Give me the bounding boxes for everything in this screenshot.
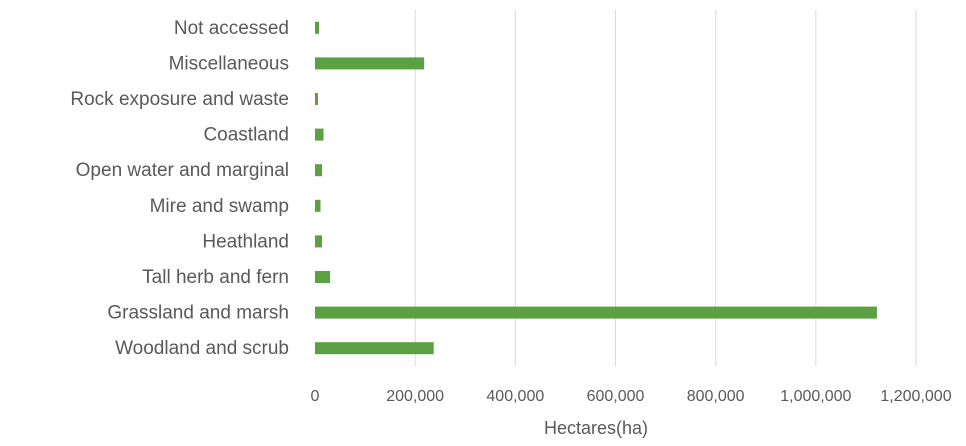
bar <box>315 164 323 177</box>
category-label: Heathland <box>202 231 289 252</box>
category-label: Mire and swamp <box>150 196 289 217</box>
x-tick-label: 600,000 <box>587 388 645 405</box>
category-label: Miscellaneous <box>169 53 289 74</box>
bar <box>315 199 321 212</box>
category-label: Tall herb and fern <box>142 267 289 288</box>
bars <box>315 21 877 355</box>
x-axis-title: Hectares(ha) <box>544 418 648 438</box>
x-tick-label: 800,000 <box>687 388 745 405</box>
category-label: Open water and marginal <box>76 160 289 181</box>
bar <box>315 342 434 355</box>
bar <box>315 57 425 70</box>
bar <box>315 93 319 105</box>
category-label: Woodland and scrub <box>115 338 289 359</box>
x-tick-label: 200,000 <box>386 388 444 405</box>
x-tick-label: 0 <box>311 388 320 405</box>
x-tick-label: 1,200,000 <box>880 388 951 405</box>
category-label: Grassland and marsh <box>107 303 289 324</box>
bar <box>315 128 324 141</box>
category-label: Not accessed <box>174 18 289 39</box>
x-tick-labels: 0 200,000 400,000 600,000 800,000 1,000,000 1,… <box>311 388 952 405</box>
bar <box>315 235 323 248</box>
x-tick-label: 400,000 <box>486 388 544 405</box>
category-label: Rock exposure and waste <box>70 89 289 110</box>
category-label: Coastland <box>203 125 289 146</box>
bar <box>315 21 320 34</box>
category-labels: Not accessed Miscellaneous Rock exposure a… <box>70 18 289 359</box>
bar <box>315 306 877 319</box>
bar <box>315 271 331 283</box>
x-tick-label: 1,000,000 <box>780 388 851 405</box>
